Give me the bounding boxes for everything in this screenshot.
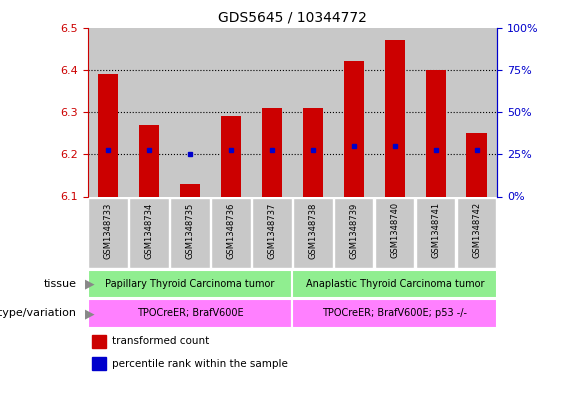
Title: GDS5645 / 10344772: GDS5645 / 10344772 [218, 11, 367, 25]
FancyBboxPatch shape [88, 299, 293, 328]
Text: tissue: tissue [44, 279, 76, 289]
Text: TPOCreER; BrafV600E; p53 -/-: TPOCreER; BrafV600E; p53 -/- [322, 309, 467, 318]
FancyBboxPatch shape [457, 198, 497, 268]
Text: TPOCreER; BrafV600E: TPOCreER; BrafV600E [137, 309, 244, 318]
Text: GSM1348739: GSM1348739 [349, 202, 358, 259]
FancyBboxPatch shape [293, 299, 497, 328]
Bar [88, 28, 129, 196]
Text: ▶: ▶ [85, 307, 94, 320]
Bar [221, 116, 241, 196]
Bar [92, 335, 106, 348]
FancyBboxPatch shape [334, 198, 373, 268]
Bar [303, 108, 323, 196]
Text: GSM1348742: GSM1348742 [472, 202, 481, 259]
Bar [385, 40, 405, 196]
FancyBboxPatch shape [211, 198, 251, 268]
Text: GSM1348736: GSM1348736 [227, 202, 236, 259]
Bar [333, 28, 374, 196]
FancyBboxPatch shape [88, 270, 293, 298]
Bar [415, 28, 457, 196]
Bar [457, 28, 497, 196]
Text: GSM1348740: GSM1348740 [390, 202, 399, 259]
Text: GSM1348738: GSM1348738 [308, 202, 318, 259]
Text: GSM1348737: GSM1348737 [267, 202, 276, 259]
Bar [374, 28, 415, 196]
FancyBboxPatch shape [88, 198, 128, 268]
Bar [467, 133, 487, 196]
Bar [262, 108, 282, 196]
Text: Anaplastic Thyroid Carcinoma tumor: Anaplastic Thyroid Carcinoma tumor [306, 279, 484, 289]
Text: GSM1348734: GSM1348734 [145, 202, 154, 259]
Bar [129, 28, 170, 196]
Bar [211, 28, 251, 196]
FancyBboxPatch shape [252, 198, 292, 268]
Bar [139, 125, 159, 196]
Text: GSM1348741: GSM1348741 [431, 202, 440, 259]
Bar [293, 28, 333, 196]
Text: ▶: ▶ [85, 277, 94, 290]
FancyBboxPatch shape [293, 270, 497, 298]
Text: GSM1348733: GSM1348733 [103, 202, 112, 259]
FancyBboxPatch shape [129, 198, 169, 268]
Bar [425, 70, 446, 196]
FancyBboxPatch shape [416, 198, 455, 268]
Bar [98, 74, 118, 196]
Text: Papillary Thyroid Carcinoma tumor: Papillary Thyroid Carcinoma tumor [105, 279, 275, 289]
Text: percentile rank within the sample: percentile rank within the sample [112, 358, 288, 369]
FancyBboxPatch shape [170, 198, 210, 268]
Bar [170, 28, 210, 196]
Bar [92, 357, 106, 370]
Bar [251, 28, 293, 196]
Bar [180, 184, 200, 196]
Bar [344, 61, 364, 196]
FancyBboxPatch shape [293, 198, 333, 268]
Text: genotype/variation: genotype/variation [0, 309, 76, 318]
Text: GSM1348735: GSM1348735 [185, 202, 194, 259]
Text: transformed count: transformed count [112, 336, 210, 347]
FancyBboxPatch shape [375, 198, 415, 268]
